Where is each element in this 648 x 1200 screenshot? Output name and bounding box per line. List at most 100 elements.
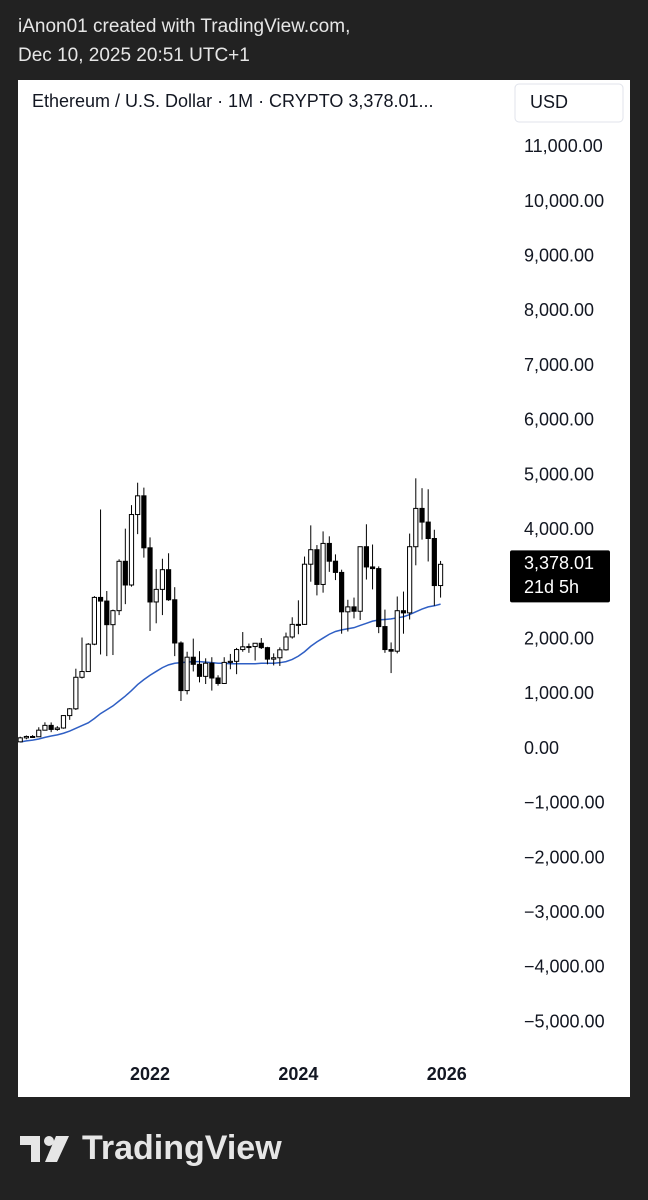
candle-body bbox=[18, 737, 23, 743]
candle-body bbox=[388, 649, 394, 652]
countdown-label: 21d 5h bbox=[524, 577, 579, 597]
candle-body bbox=[48, 724, 54, 730]
candle-body bbox=[91, 596, 97, 645]
y-tick-label: 9,000.00 bbox=[524, 246, 594, 266]
plot-area bbox=[18, 478, 444, 743]
candle-body bbox=[271, 657, 277, 660]
candle-body bbox=[178, 642, 184, 692]
candle-body bbox=[184, 656, 190, 692]
candle-body bbox=[227, 660, 233, 663]
candle-body bbox=[345, 606, 351, 613]
candle-body bbox=[419, 507, 425, 523]
y-tick-label: −4,000.00 bbox=[524, 957, 605, 977]
chart-title: Ethereum / U.S. Dollar · 1M · CRYPTO 3,3… bbox=[32, 91, 433, 111]
candle-body bbox=[209, 662, 215, 679]
currency[interactable]: USD bbox=[530, 92, 568, 112]
y-tick-label: −5,000.00 bbox=[524, 1011, 605, 1031]
candle-body bbox=[36, 729, 42, 738]
y-tick-label: 0.00 bbox=[524, 738, 559, 758]
candle-body bbox=[240, 646, 246, 651]
candle-body bbox=[425, 521, 431, 540]
axes: 11,000.00 10,000.00 9,000.00 8,000.00 7,000.… bbox=[130, 136, 610, 1084]
candle-body bbox=[314, 549, 320, 585]
candle-body bbox=[394, 610, 400, 652]
candle-body bbox=[110, 610, 116, 626]
candle-body bbox=[431, 538, 437, 587]
candle-body bbox=[233, 649, 240, 662]
candle-body bbox=[128, 514, 135, 586]
y-tick-label: 8,000.00 bbox=[524, 300, 594, 320]
y-tick-label: 7,000.00 bbox=[524, 355, 594, 375]
candle-body bbox=[104, 600, 110, 626]
candle-body bbox=[60, 715, 67, 729]
candle-body bbox=[122, 560, 128, 586]
y-tick-label: −2,000.00 bbox=[524, 847, 605, 867]
candle-body bbox=[190, 656, 196, 665]
y-tick-label: 10,000.00 bbox=[524, 191, 604, 211]
candle-body bbox=[135, 495, 141, 516]
candle-body bbox=[116, 560, 122, 612]
candle-body bbox=[196, 663, 203, 677]
candle-body bbox=[215, 677, 221, 684]
candle-body bbox=[283, 636, 289, 651]
candle-body bbox=[23, 735, 29, 739]
candle-body bbox=[369, 566, 376, 570]
candle-body bbox=[363, 546, 369, 568]
candle-body bbox=[246, 646, 252, 649]
y-tick-label: −1,000.00 bbox=[524, 793, 605, 813]
candle-body bbox=[376, 568, 382, 628]
candle-body bbox=[203, 662, 209, 677]
candle-body bbox=[339, 571, 345, 613]
candle-body bbox=[67, 708, 73, 717]
candle-body bbox=[153, 588, 159, 603]
candle-body bbox=[30, 735, 36, 738]
candle-body bbox=[147, 547, 153, 603]
candle-body bbox=[289, 623, 295, 638]
candle-body bbox=[85, 643, 91, 673]
candle-body bbox=[42, 724, 48, 731]
y-tick-label: 11,000.00 bbox=[524, 136, 603, 156]
x-tick-label: 2024 bbox=[278, 1064, 318, 1084]
candle-body bbox=[73, 676, 79, 710]
candle-body bbox=[400, 610, 407, 614]
currency-box[interactable] bbox=[514, 83, 624, 123]
x-tick-label: 2022 bbox=[130, 1064, 170, 1084]
candle-body bbox=[159, 569, 166, 590]
last-price-box bbox=[510, 550, 610, 603]
candle-body bbox=[351, 606, 357, 612]
brand-name: TradingView bbox=[82, 1129, 282, 1167]
candle-body bbox=[141, 495, 147, 549]
candle-body bbox=[407, 546, 413, 614]
candle-body bbox=[165, 569, 172, 601]
candle-body bbox=[264, 647, 271, 660]
candle-body bbox=[277, 649, 283, 659]
candle-body bbox=[79, 671, 85, 678]
x-tick-label: 2026 bbox=[427, 1064, 467, 1084]
candle-body bbox=[252, 642, 258, 648]
candle-body bbox=[301, 563, 308, 625]
y-tick-label: 4,000.00 bbox=[524, 519, 594, 539]
author-line: iAnon01 created with TradingView.com, bbox=[18, 16, 350, 37]
y-tick-label: 5,000.00 bbox=[524, 464, 594, 484]
candle-body bbox=[332, 560, 339, 573]
candle-body bbox=[172, 599, 178, 644]
y-tick-label: 1,000.00 bbox=[524, 683, 594, 703]
y-tick-label: 6,000.00 bbox=[524, 410, 594, 430]
y-tick-label: −3,000.00 bbox=[524, 902, 605, 922]
candle-body bbox=[221, 661, 227, 684]
candle-body bbox=[413, 507, 419, 548]
candle-body bbox=[326, 542, 332, 562]
candle-body bbox=[54, 727, 60, 730]
date-line: Dec 10, 2025 20:51 UTC+1 bbox=[18, 45, 250, 66]
candle-body bbox=[357, 546, 363, 612]
y-tick-label: 2,000.00 bbox=[524, 628, 594, 648]
last-price-label: 3,378.01 bbox=[524, 553, 594, 573]
candle-body bbox=[258, 642, 264, 649]
candle-body bbox=[320, 542, 326, 585]
candle-body bbox=[308, 549, 314, 565]
candle-body bbox=[295, 623, 301, 626]
candle-body bbox=[437, 563, 444, 587]
brand-logo bbox=[20, 1136, 69, 1162]
candle-body bbox=[97, 596, 104, 602]
